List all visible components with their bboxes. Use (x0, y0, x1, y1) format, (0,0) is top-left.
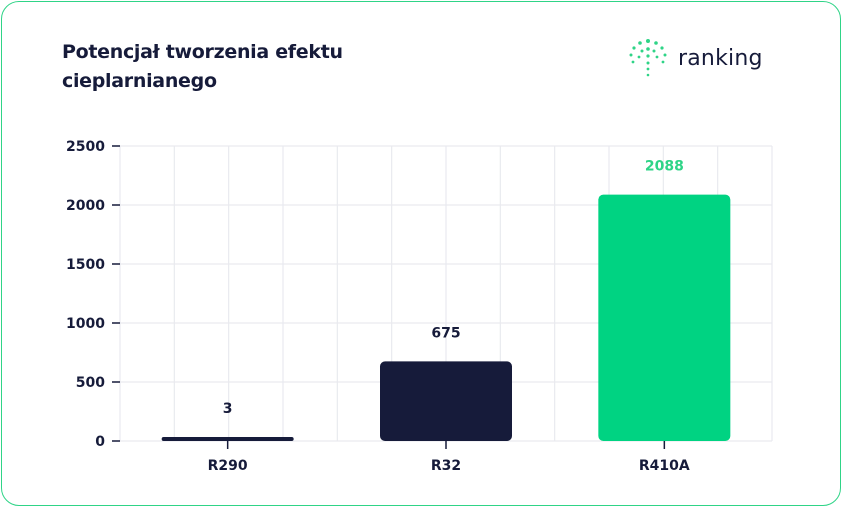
y-tick-label: 500 (76, 375, 105, 391)
brand-name: ranking (678, 45, 763, 71)
y-tick-label: 2000 (66, 198, 105, 214)
y-tick-label: 0 (95, 434, 105, 450)
x-tick-label-r290: R290 (208, 458, 248, 474)
x-tick-label-r410a: R410A (639, 458, 690, 474)
bars (161, 194, 731, 441)
bar-r290 (161, 437, 294, 441)
data-label-r32: 675 (431, 325, 460, 341)
y-tick-label: 1000 (66, 316, 105, 332)
x-tick-label-r32: R32 (431, 458, 461, 474)
data-label-r410a: 2088 (645, 159, 684, 175)
y-tick-label: 1500 (66, 257, 105, 273)
data-label-r290: 3 (223, 401, 233, 417)
bar-r410a (598, 194, 731, 441)
axes: 0 500 1000 1500 2000 2500 R290 R32 R410A (66, 139, 690, 474)
ranking-logo-icon (629, 39, 667, 77)
brand-logo: ranking (626, 37, 763, 79)
labels: 3 675 2088 (223, 159, 684, 417)
chart-title: Potencjał tworzenia efektu cieplarnianeg… (62, 41, 343, 92)
y-tick-label: 2500 (66, 139, 105, 155)
bar-r32 (380, 361, 512, 441)
